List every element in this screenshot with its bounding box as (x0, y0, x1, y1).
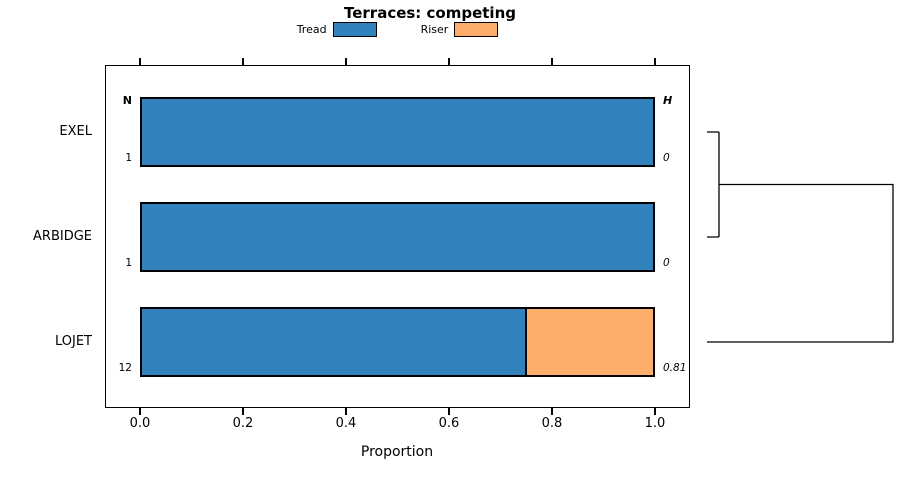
x-axis-tick (242, 408, 244, 415)
x-axis-tick (654, 408, 656, 415)
x-axis-tick (551, 58, 553, 65)
dendrogram-lines (707, 131, 894, 343)
x-axis-tick (345, 408, 347, 415)
bar-segment-riser (525, 309, 653, 375)
legend-swatch-riser-icon (454, 22, 499, 37)
bar-segment-tread (142, 204, 653, 270)
bar-row-arbidge (140, 202, 655, 272)
legend-item-riser: Riser (421, 22, 499, 37)
bar-row-lojet (140, 307, 655, 377)
h-value: 0 (663, 257, 670, 269)
chart-title: Terraces: competing (343, 4, 516, 22)
bar-segment-tread (142, 309, 526, 375)
legend-item-tread: Tread (297, 22, 377, 37)
bar-row-exel (140, 97, 655, 167)
x-axis-tick (139, 58, 141, 65)
x-axis-tick (139, 408, 141, 415)
x-axis-title: Proportion (360, 444, 434, 460)
x-axis-tick (448, 408, 450, 415)
x-axis-tick (242, 58, 244, 65)
x-tick-label: 0.6 (438, 416, 460, 431)
legend: Tread Riser (105, 22, 690, 37)
x-axis-tick (345, 58, 347, 65)
x-tick-label: 1.0 (644, 416, 666, 431)
plot-area (105, 65, 690, 408)
x-tick-label: 0.0 (129, 416, 151, 431)
h-value: 0 (663, 152, 670, 164)
h-column-header: H (663, 94, 673, 107)
bar-segment-tread (142, 99, 653, 165)
x-axis-tick (654, 58, 656, 65)
legend-label-tread: Tread (296, 23, 327, 36)
n-value: 1 (125, 152, 132, 164)
y-axis-label-exel: EXEL (59, 124, 92, 139)
x-axis-tick (551, 408, 553, 415)
n-value: 1 (125, 257, 132, 269)
n-value: 12 (118, 362, 132, 374)
x-tick-label: 0.2 (232, 416, 254, 431)
n-column-header: N (122, 94, 132, 107)
legend-swatch-tread-icon (332, 22, 377, 37)
legend-label-riser: Riser (420, 23, 449, 36)
y-axis-label-lojet: LOJET (54, 334, 92, 349)
x-tick-label: 0.4 (335, 416, 357, 431)
h-value: 0.81 (663, 362, 687, 374)
x-tick-label: 0.8 (541, 416, 563, 431)
y-axis-label-arbidge: ARBIDGE (33, 229, 92, 244)
x-axis-tick (448, 58, 450, 65)
